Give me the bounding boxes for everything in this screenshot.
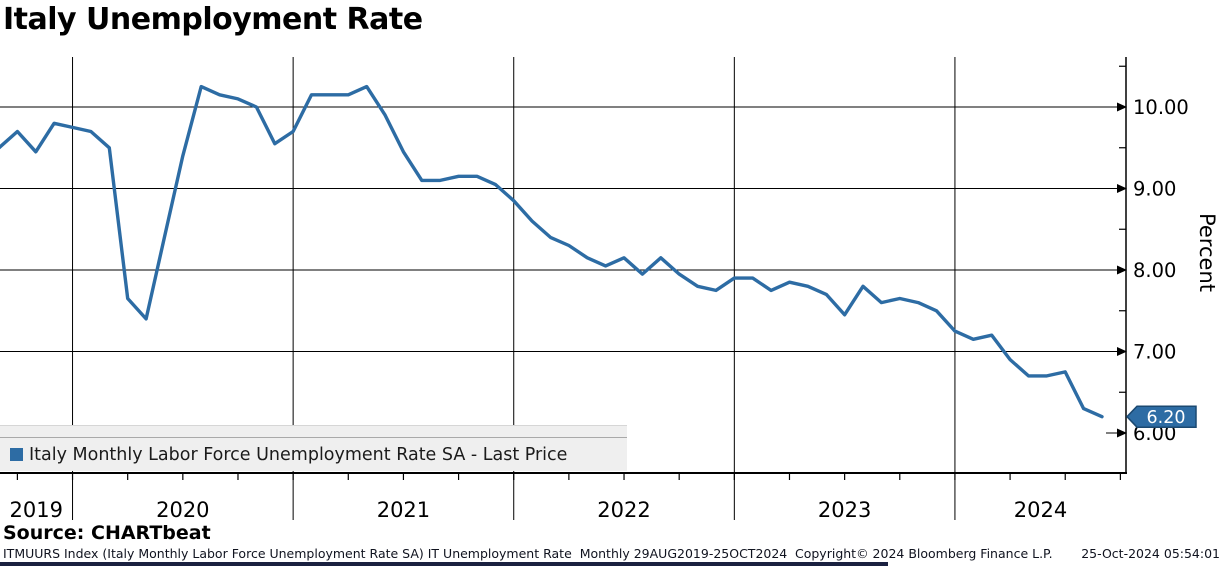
- svg-text:9.00: 9.00: [1133, 178, 1176, 201]
- legend-label: Italy Monthly Labor Force Unemployment R…: [29, 444, 568, 465]
- footer-copyright: Copyright© 2024 Bloomberg Finance L.P.: [795, 546, 1053, 561]
- source-label: Source: CHARTbeat: [3, 522, 211, 544]
- svg-text:2019: 2019: [10, 498, 63, 522]
- svg-text:Percent: Percent: [1195, 213, 1219, 292]
- last-price-badge: 6.20: [1125, 405, 1197, 428]
- svg-text:6.20: 6.20: [1147, 408, 1186, 428]
- unemployment-rate-line: [0, 84, 1104, 419]
- svg-text:2024: 2024: [1014, 498, 1067, 522]
- svg-text:8.00: 8.00: [1133, 259, 1176, 282]
- legend-row: Italy Monthly Labor Force Unemployment R…: [0, 438, 627, 471]
- svg-text:10.00: 10.00: [1133, 96, 1189, 119]
- footer: ITMUURS Index (Italy Monthly Labor Force…: [0, 546, 1224, 562]
- svg-text:2023: 2023: [818, 498, 871, 522]
- svg-text:2021: 2021: [377, 498, 430, 522]
- y-axis-title: Percent: [1195, 213, 1219, 292]
- x-axis-year-labels: 2019 2020 2021 2022 2023 2024: [10, 498, 1068, 522]
- legend: Italy Monthly Labor Force Unemployment R…: [0, 425, 627, 471]
- bottom-bar: [0, 562, 888, 566]
- legend-top-strip: [0, 426, 627, 438]
- chart-title: Italy Unemployment Rate: [3, 2, 423, 37]
- svg-text:7.00: 7.00: [1133, 341, 1176, 364]
- footer-security-info: ITMUURS Index (Italy Monthly Labor Force…: [3, 546, 788, 561]
- footer-timestamp: 25-Oct-2024 05:54:01: [1081, 546, 1220, 561]
- svg-text:2020: 2020: [156, 498, 209, 522]
- svg-text:2022: 2022: [597, 498, 650, 522]
- legend-swatch-icon: [10, 448, 23, 461]
